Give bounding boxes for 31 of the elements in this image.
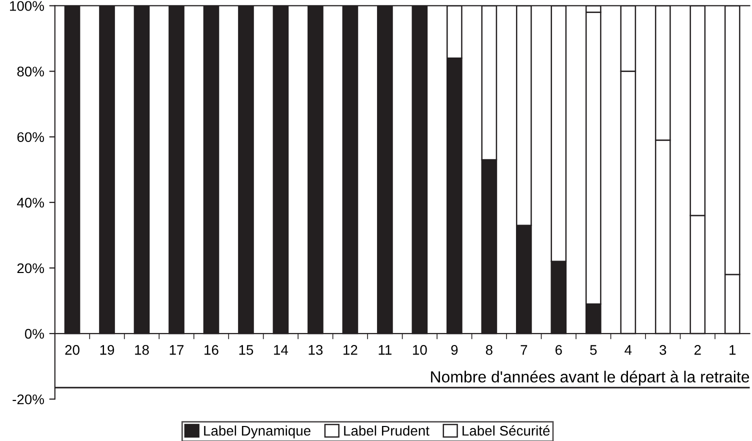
x-tick-label: 3 bbox=[660, 345, 666, 355]
x-tick-label: 20 bbox=[65, 345, 80, 355]
y-tick-label: 60% bbox=[17, 132, 44, 142]
x-tick-label: 5 bbox=[590, 345, 597, 355]
y-tick-label: 0% bbox=[24, 328, 44, 339]
y-tick-label: 100% bbox=[10, 1, 44, 11]
x-tick-label: 7 bbox=[520, 345, 528, 355]
x-tick-label: 1 bbox=[730, 345, 736, 355]
legend-label: Label Dynamique bbox=[204, 425, 310, 438]
y-tick-label: 80% bbox=[17, 66, 44, 76]
x-tick-label: 15 bbox=[239, 345, 254, 355]
x-axis-title: Nombre d'années avant le départ à la retraite bbox=[431, 370, 750, 386]
x-tick-label: 19 bbox=[100, 345, 114, 355]
x-tick-label: 16 bbox=[204, 345, 218, 355]
x-tick-label: 4 bbox=[624, 345, 632, 355]
y-tick-label: -20% bbox=[12, 394, 44, 404]
y-tick-label: 40% bbox=[17, 198, 44, 208]
x-tick-label: 18 bbox=[135, 345, 149, 355]
x-tick-label: 9 bbox=[451, 345, 458, 355]
x-tick-label: 11 bbox=[378, 345, 392, 355]
x-tick-label: 14 bbox=[274, 345, 288, 355]
x-tick-label: 10 bbox=[413, 345, 427, 355]
legend-label: Label Sécurité bbox=[462, 425, 550, 436]
y-tick-label: 20% bbox=[17, 263, 44, 274]
x-tick-label: 13 bbox=[308, 345, 323, 355]
x-tick-label: 8 bbox=[486, 345, 492, 355]
legend-label: Label Prudent bbox=[344, 425, 430, 436]
x-tick-label: 17 bbox=[170, 345, 184, 355]
x-tick-label: 12 bbox=[344, 345, 358, 355]
x-tick-label: 2 bbox=[694, 345, 701, 355]
x-tick-label: 6 bbox=[556, 345, 562, 355]
